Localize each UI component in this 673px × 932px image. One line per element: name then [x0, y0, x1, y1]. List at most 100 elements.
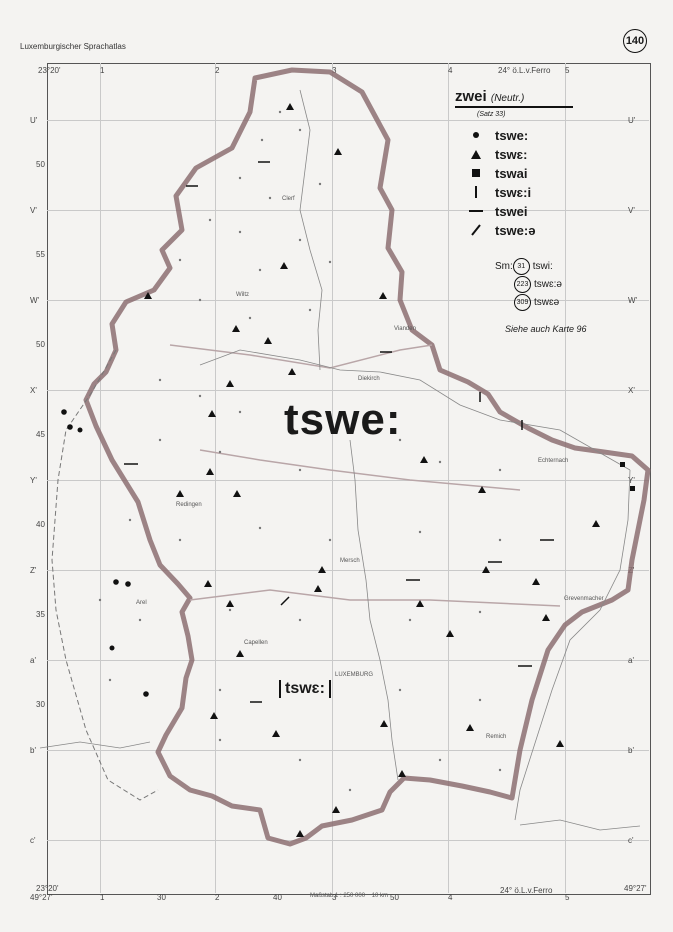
sm-number: 309 [514, 294, 531, 311]
legend-underline [455, 106, 573, 108]
col-label: 2 [215, 893, 220, 902]
sm-entry: Sm: 31 tswi: [495, 258, 645, 276]
legend-entry: tswei [455, 202, 645, 221]
grid-line [332, 63, 333, 893]
grid-line [47, 570, 649, 571]
legend-form: tswɛ:i [495, 184, 532, 200]
row-label: X' [30, 386, 37, 395]
river-southwest [39, 741, 641, 831]
row-label: U' [30, 116, 38, 125]
legend-form: tswe:ə [495, 222, 536, 238]
country-border [83, 67, 651, 847]
grid-line [47, 300, 649, 301]
secondary-dialect-form: tswɛ: [279, 680, 331, 698]
square-icon [467, 169, 485, 177]
place-label: Echternach [538, 458, 569, 464]
row-label: Y' [30, 476, 37, 485]
legend-title-word: zwei [455, 88, 487, 105]
legend-entry: tswai [455, 164, 645, 183]
triangle-icon [467, 149, 485, 159]
place-label: Arel [136, 600, 147, 606]
legend-form: tswɛ: [495, 146, 528, 162]
lat-label: 45 [36, 430, 45, 439]
lat-label: 30 [36, 700, 45, 709]
col-label: 5 [565, 893, 570, 902]
grid-line [47, 750, 649, 751]
sm-label: Sm: [495, 261, 513, 272]
grid-line [215, 63, 216, 893]
belgian-province-border [51, 349, 159, 801]
row-label: b' [628, 746, 634, 755]
dot-icon [467, 131, 485, 139]
place-label: Wiltz [236, 292, 249, 298]
canton-border [169, 344, 561, 607]
place-label: Remich [486, 734, 507, 740]
bar-markers [124, 161, 554, 703]
coord-label: 24° ö.L.v.Ferro [500, 886, 553, 895]
place-label: Vianden [394, 326, 416, 332]
col-label: 5 [565, 66, 570, 75]
triangle-markers [144, 103, 600, 837]
legend-form: tswe: [495, 127, 529, 143]
grid-line [47, 120, 649, 121]
legend-entry: tswɛ: [455, 145, 645, 164]
lat-label: 49°27' [624, 884, 647, 893]
row-label: a' [30, 656, 36, 665]
grid-line [47, 840, 649, 841]
map-legend: zwei (Neutr.) (Satz 33) tswe: tswɛ: tswa… [455, 88, 645, 334]
row-label: c' [628, 836, 634, 845]
main-dialect-form: tswe: [284, 395, 402, 444]
river-alzette [349, 439, 399, 781]
row-label: Z' [30, 566, 37, 575]
place-label: Grevenmacher [564, 596, 604, 602]
village-dots [98, 110, 502, 792]
sm-entry: 223 tswɛ:ə [514, 276, 645, 294]
col-label: 2 [215, 66, 220, 75]
col-label: 50 [390, 893, 399, 902]
sm-form: tswi: [532, 261, 553, 272]
col-label: 3 [332, 66, 337, 75]
place-label: LUXEMBURG [335, 672, 374, 678]
sm-number: 31 [512, 258, 530, 275]
sm-block: Sm: 31 tswi: 223 tswɛ:ə 309 tswɛə [495, 258, 645, 312]
legend-title: zwei (Neutr.) [455, 88, 645, 105]
lat-label: 55 [36, 250, 45, 259]
col-label: 30 [157, 893, 166, 902]
sm-number: 223 [514, 276, 531, 293]
row-label: V' [628, 206, 635, 215]
col-label: 40 [273, 893, 282, 902]
grid-line [100, 63, 101, 893]
place-label: Capellen [244, 640, 268, 646]
place-label: Redingen [176, 502, 202, 508]
lat-label: 40 [36, 520, 45, 529]
row-label: b' [30, 746, 36, 755]
coord-label: 24° ö.L.v.Ferro [498, 66, 551, 75]
place-label: Clerf [282, 196, 295, 202]
row-label: W' [628, 296, 638, 305]
coord-label: 23°20' [36, 884, 59, 893]
col-label: 4 [448, 893, 453, 902]
coord-label: 23°20' [38, 66, 61, 75]
col-label: 3 [332, 893, 337, 902]
row-label: Y' [628, 476, 635, 485]
row-label: V' [30, 206, 37, 215]
row-label: U' [628, 116, 636, 125]
horizontal-bar-icon [467, 209, 485, 213]
dot-markers [61, 409, 149, 697]
page-number-badge: 140 [623, 29, 647, 53]
grid-line [47, 390, 649, 391]
river-sauer [199, 349, 631, 471]
col-label: 1 [100, 893, 105, 902]
legend-entry: tswe:ə [455, 221, 645, 240]
slash-icon [467, 224, 485, 236]
river-moselle [514, 469, 631, 821]
atlas-title: Luxemburgischer Sprachatlas [20, 42, 126, 51]
sm-entry: 309 tswɛə [514, 294, 645, 312]
row-label: a' [628, 656, 634, 665]
col-label: 1 [100, 66, 105, 75]
legend-satz: (Satz 33) [477, 110, 506, 118]
sm-form: tswɛə [534, 297, 560, 308]
map-frame [47, 63, 651, 895]
